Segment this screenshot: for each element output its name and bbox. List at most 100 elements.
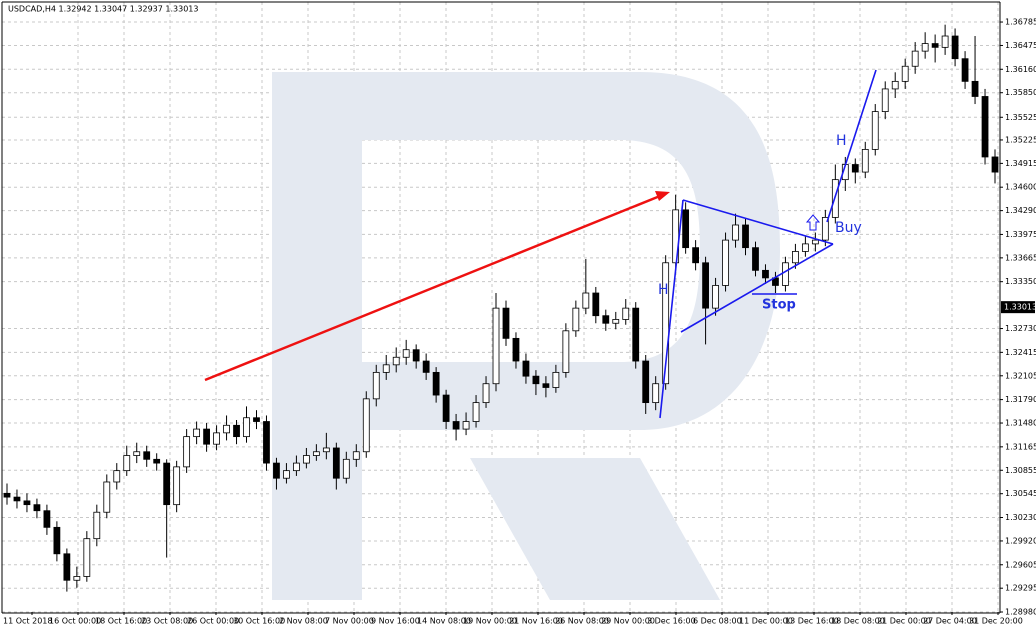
y-tick-label: 1.31480 bbox=[1005, 419, 1036, 428]
target-line bbox=[826, 69, 877, 223]
candle-body bbox=[801, 243, 809, 252]
triangle-upper bbox=[682, 199, 834, 245]
candle-body bbox=[482, 383, 490, 404]
candle-body bbox=[113, 470, 121, 483]
candle-body bbox=[13, 496, 21, 502]
trend-arrow bbox=[204, 194, 661, 382]
x-tick-label: 23 Oct 08:00 bbox=[141, 617, 193, 626]
candle-body bbox=[3, 492, 11, 498]
candle-body bbox=[133, 451, 141, 456]
y-tick-label: 1.33665 bbox=[1005, 253, 1036, 262]
candle-body bbox=[412, 349, 420, 362]
candle-body bbox=[243, 417, 250, 438]
x-tick-label: 26 Nov 08:00 bbox=[555, 617, 609, 626]
candle-body bbox=[602, 315, 610, 324]
x-tick-label: 14 Nov 08:00 bbox=[417, 617, 471, 626]
candle-body bbox=[752, 247, 759, 271]
candle-body bbox=[442, 394, 450, 422]
x-tick-label: 21 Nov 16:00 bbox=[509, 617, 563, 626]
candle-body bbox=[33, 504, 41, 512]
x-tick-label: 19 Nov 00:00 bbox=[463, 617, 517, 626]
annotations: H H Buy Stop bbox=[204, 69, 877, 419]
annotation: H bbox=[658, 282, 669, 298]
candle-body bbox=[971, 80, 979, 97]
candle-body bbox=[532, 375, 540, 385]
candle-body bbox=[452, 421, 460, 430]
annotation: H bbox=[836, 133, 847, 149]
candle-body bbox=[362, 398, 370, 453]
candle-body bbox=[652, 383, 660, 404]
candle-body bbox=[382, 364, 390, 373]
y-tick-label: 1.35850 bbox=[1005, 88, 1036, 97]
candle-body bbox=[592, 292, 600, 317]
candle-body bbox=[332, 447, 340, 479]
y-tick-label: 1.34290 bbox=[1005, 206, 1036, 215]
annotation: Stop bbox=[762, 298, 796, 313]
candle-body bbox=[352, 451, 360, 460]
candle-body bbox=[402, 349, 410, 358]
x-tick-label: 18 Dec 08:00 bbox=[831, 617, 885, 626]
candle-body bbox=[83, 538, 91, 577]
candle-body bbox=[492, 307, 500, 385]
candle-body bbox=[712, 285, 719, 309]
axes: 1.36785 1.36475 1.36160 1.35850 1.35525 1.352… bbox=[3, 18, 1036, 626]
candle-body bbox=[293, 462, 300, 472]
y-tick-label: 1.30855 bbox=[1005, 466, 1036, 475]
candle-body bbox=[722, 239, 729, 286]
candle-body bbox=[342, 458, 350, 479]
x-tick-label: 30 Oct 16:00 bbox=[233, 617, 285, 626]
candle-body bbox=[522, 360, 530, 377]
watermark bbox=[272, 72, 780, 600]
candle-body bbox=[302, 455, 310, 464]
candles bbox=[3, 24, 999, 592]
candle-body bbox=[821, 217, 829, 241]
candle-body bbox=[213, 432, 220, 445]
candle-body bbox=[283, 470, 290, 479]
y-tick-label: 1.30230 bbox=[1005, 513, 1036, 522]
candle-body bbox=[622, 307, 630, 320]
candle-body bbox=[951, 35, 959, 60]
x-tick-label: 9 Nov 16:00 bbox=[371, 617, 420, 626]
x-tick-label: 29 Nov 00:00 bbox=[601, 617, 655, 626]
y-tick-label: 1.32105 bbox=[1005, 371, 1036, 380]
candle-body bbox=[682, 209, 690, 249]
y-tick-label: 1.33350 bbox=[1005, 277, 1036, 286]
y-tick-label: 1.30545 bbox=[1005, 489, 1036, 498]
candle-body bbox=[93, 511, 101, 540]
x-tick-label: 31 Dec 20:00 bbox=[969, 617, 1023, 626]
candle-body bbox=[572, 307, 580, 332]
price-label: 1.33013 bbox=[1004, 303, 1036, 312]
candle-body bbox=[941, 35, 949, 48]
candle-body bbox=[153, 458, 161, 464]
candle-body bbox=[53, 526, 61, 555]
y-tick-label: 1.33975 bbox=[1005, 230, 1036, 239]
y-tick-label: 1.34915 bbox=[1005, 159, 1036, 168]
candle-body bbox=[63, 553, 71, 581]
candle-body bbox=[931, 43, 939, 48]
y-tick-label: 1.36160 bbox=[1005, 65, 1036, 74]
arrow-head bbox=[655, 191, 670, 201]
x-tick-label: 21 Dec 00:00 bbox=[877, 617, 931, 626]
y-tick-label: 1.36785 bbox=[1005, 18, 1036, 27]
x-tick-label: 16 Oct 00:00 bbox=[49, 617, 101, 626]
flagpole bbox=[659, 199, 684, 419]
candle-body bbox=[642, 360, 650, 404]
x-tick-label: 13 Dec 16:00 bbox=[785, 617, 839, 626]
candle-body bbox=[462, 421, 470, 430]
candle-body bbox=[73, 576, 81, 581]
candle-body bbox=[392, 356, 400, 366]
x-tick-label: 27 Dec 04:00 bbox=[923, 617, 977, 626]
candle-body bbox=[811, 239, 819, 245]
candle-body bbox=[183, 436, 191, 468]
candle-body bbox=[143, 451, 151, 460]
y-tick-label: 1.29920 bbox=[1005, 536, 1036, 545]
candle-body bbox=[372, 371, 380, 400]
x-tick-label: 3 Dec 16:00 bbox=[647, 617, 696, 626]
x-tick-label: 26 Oct 00:00 bbox=[187, 617, 239, 626]
candle-body bbox=[203, 428, 210, 445]
y-tick-label: 1.36475 bbox=[1005, 41, 1036, 50]
y-tick-label: 1.35525 bbox=[1005, 113, 1036, 122]
candle-body bbox=[871, 111, 879, 150]
candle-body bbox=[223, 424, 230, 434]
